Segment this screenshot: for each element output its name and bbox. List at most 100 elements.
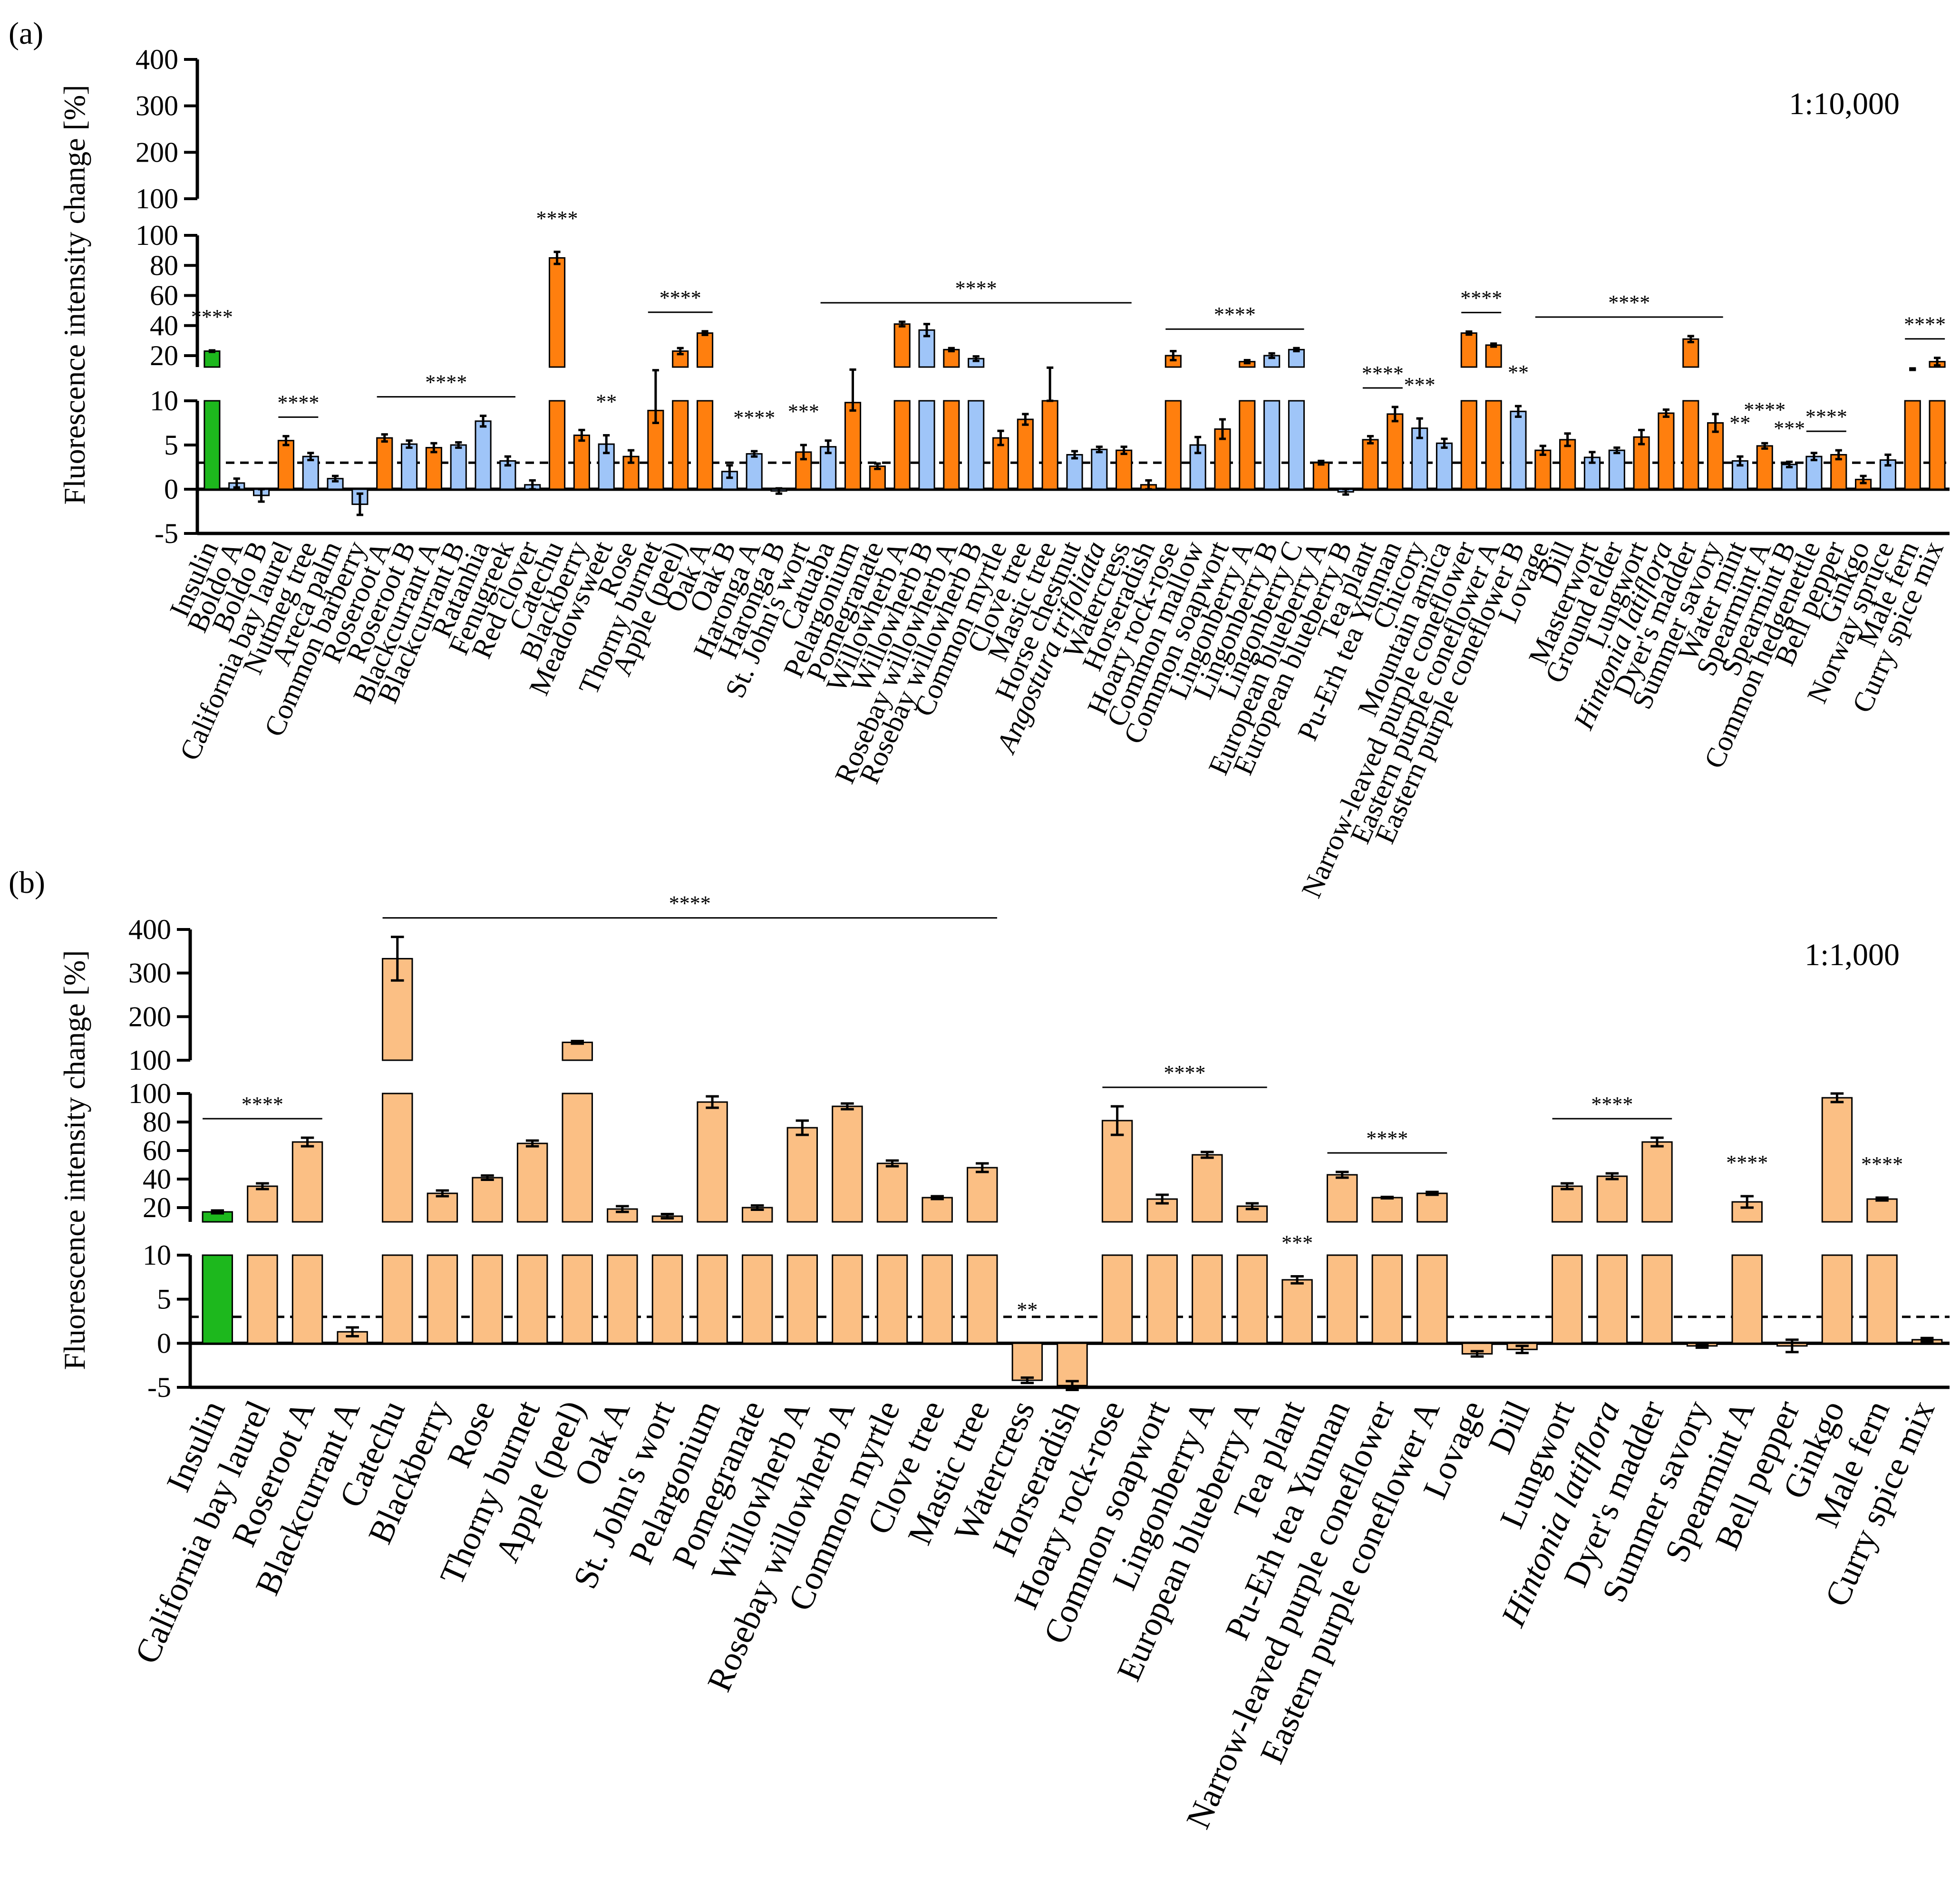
bar-european-blueberry-a [1236, 1202, 1268, 1344]
significance-marker: **** [536, 207, 578, 230]
panel-label: (b) [9, 865, 45, 900]
bar-curry-spice-mix [1929, 357, 1946, 490]
y-tick-label: 80 [143, 1106, 171, 1138]
bar-norway-spruce [1879, 453, 1896, 490]
bar-dyer-s-madder [1641, 1136, 1673, 1344]
bar-segment-mid [562, 1093, 593, 1223]
bar-lovage [1534, 445, 1552, 490]
bar-segment-low [1017, 418, 1034, 490]
bar-common-barberry [351, 488, 369, 516]
bar-segment-low [516, 1254, 548, 1344]
bar-ginkgo [1855, 474, 1872, 490]
bar-segment-low [1866, 1254, 1898, 1344]
bar-ginkgo [1821, 1092, 1853, 1344]
significance-marker: *** [1404, 373, 1436, 397]
significance-marker: ** [1508, 361, 1529, 384]
bar-willowherb-b [918, 323, 935, 490]
bar-segment-mid [1192, 1154, 1223, 1223]
bar-angostura-trifoliata [1091, 445, 1108, 490]
bar-segment-low [672, 400, 689, 490]
bar-segment-mid [382, 1093, 413, 1223]
bar-segment-mid [1417, 1192, 1448, 1223]
bar-segment-mid [943, 348, 960, 368]
bar-spearmint-a [1756, 442, 1773, 490]
bar-male-fern [1904, 367, 1921, 490]
bar-apple-peel [562, 1040, 593, 1344]
bar-pomegranate [741, 1204, 773, 1344]
significance-marker: **** [733, 406, 775, 429]
bar-narrow-leaved-purple-coneflower [1371, 1196, 1403, 1344]
bar-segment-low [1164, 400, 1182, 490]
bar-segment-low [450, 444, 467, 490]
significance-marker: **** [1362, 362, 1404, 385]
significance-marker: **** [277, 391, 319, 414]
bar-segment-low [1312, 462, 1329, 490]
bar-water-mint [1731, 455, 1749, 490]
y-tick-label: 5 [164, 429, 178, 461]
bar-nutmeg-tree [302, 452, 319, 490]
bar-segment-low [1066, 454, 1083, 490]
bar-segment-mid [204, 350, 221, 368]
bar-mastic-tree [1041, 366, 1058, 490]
bar-segment-low [1596, 1254, 1628, 1344]
bar-boldo-a [228, 477, 245, 490]
significance-marker: **** [1591, 1093, 1633, 1116]
bar-segment-mid [427, 1192, 458, 1223]
bar-segment-negative [1057, 1342, 1088, 1386]
bar-segment-low [832, 1254, 863, 1344]
bar-segment-low [943, 400, 960, 490]
bar-lingonberry-b [1263, 352, 1281, 490]
bar-segment-low [918, 400, 935, 490]
significance-marker: **** [191, 305, 233, 329]
y-tick-label: 40 [143, 1163, 171, 1195]
y-tick-label: 100 [136, 220, 178, 251]
significance-marker: ** [596, 390, 617, 414]
bar-tea-plant [1362, 435, 1379, 490]
bar-haronga-b [770, 487, 787, 495]
bar-segment-mid [1821, 1097, 1853, 1223]
bar-masterwort [1583, 451, 1601, 490]
bar-rosebay-willowherb-a [943, 347, 960, 490]
bar-lungwort [1552, 1182, 1583, 1344]
bar-horseradish [1057, 1342, 1088, 1392]
panel-label: (a) [9, 16, 43, 51]
bar-segment-mid [1641, 1141, 1673, 1223]
bar-segment-low [573, 435, 590, 490]
bar-curry-spice-mix [1911, 1336, 1943, 1344]
bar-lingonberry-c [1288, 347, 1305, 490]
bar-segment-low [1559, 439, 1576, 490]
y-tick-label: 60 [143, 1135, 171, 1166]
bar-segment-low [1192, 1254, 1223, 1344]
bar-rose [472, 1174, 503, 1344]
significance-marker: **** [242, 1093, 283, 1116]
significance-marker: **** [669, 892, 711, 915]
bar-blackcurrant-a [337, 1326, 368, 1344]
bar-segment-low [1387, 413, 1404, 490]
bar-male-fern [1866, 1196, 1898, 1344]
bar-blackcurrant-a [425, 442, 442, 490]
bar-willowherb-a [786, 1119, 818, 1344]
bar-meadowsweet [598, 434, 615, 490]
bar-common-hedgenettle [1805, 452, 1823, 490]
bar-dill [1506, 1342, 1538, 1355]
bar-catechu [548, 251, 566, 490]
bar-segment-low [741, 1254, 773, 1344]
bar-segment-mid [548, 257, 566, 368]
bar-eastern-purple-coneflower-a [1485, 342, 1502, 490]
bar-segment-low [893, 400, 911, 490]
bar-summer-savory [1686, 1342, 1718, 1349]
bar-mastic-tree [967, 1162, 998, 1344]
bar-segment-low [1362, 439, 1379, 490]
bar-segment-mid [1552, 1185, 1583, 1223]
significance-marker: **** [1460, 286, 1502, 310]
bar-segment-mid [696, 332, 714, 368]
bar-common-myrtle [876, 1159, 908, 1344]
y-tick-label: 200 [128, 1001, 171, 1032]
bar-eastern-purple-coneflower-b [1510, 405, 1527, 490]
bar-segment-mid [247, 1185, 278, 1223]
bar-haronga-a [746, 450, 763, 490]
bar-segment-low [1682, 400, 1699, 490]
y-tick-label: 200 [136, 136, 178, 168]
bar-blackberry [427, 1189, 458, 1344]
bar-segment-low [202, 1254, 233, 1344]
